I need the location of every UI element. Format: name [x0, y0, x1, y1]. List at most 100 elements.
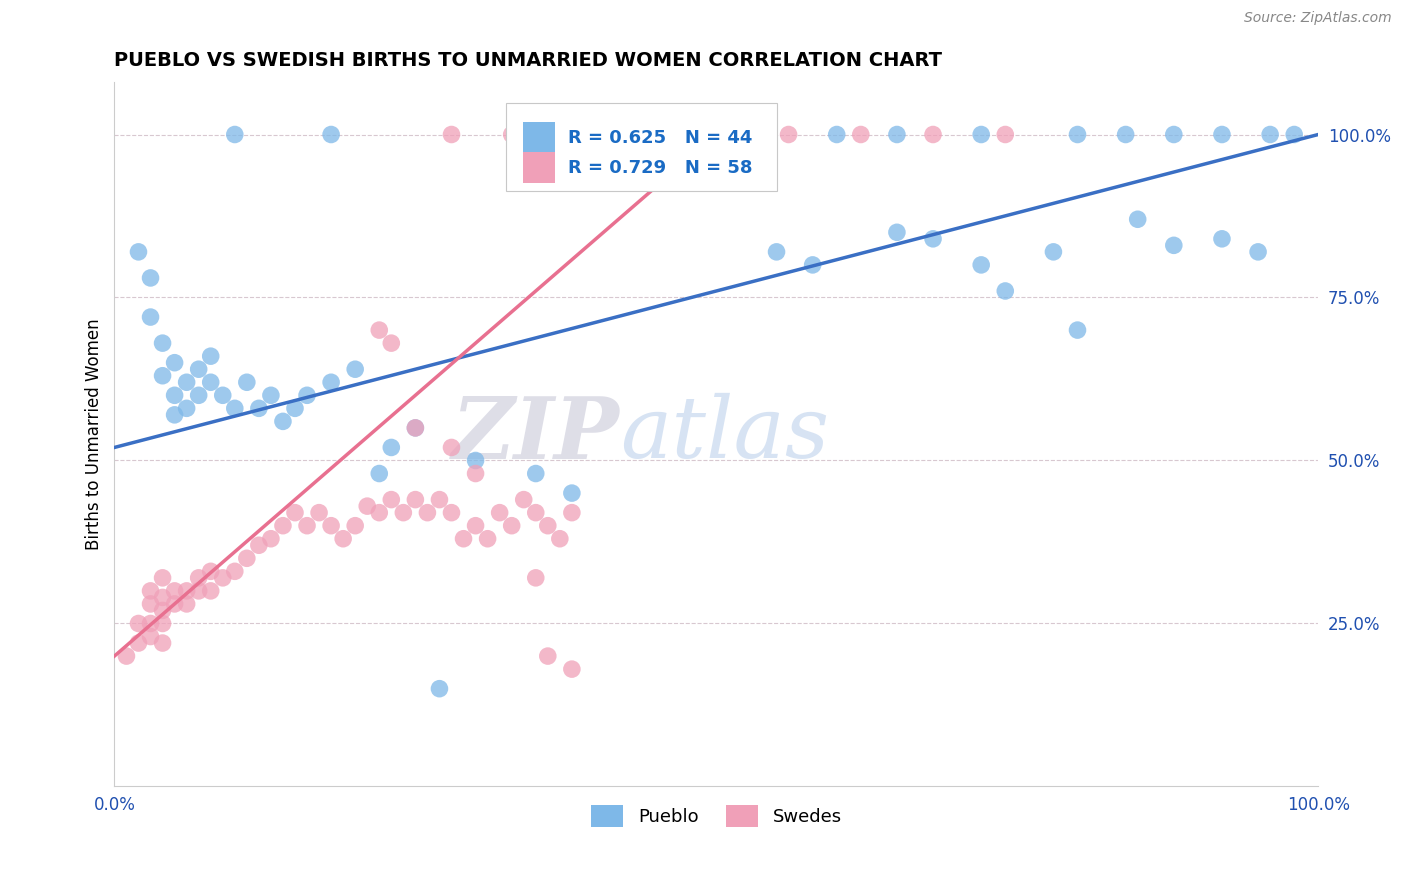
Point [778, 128, 800, 142]
FancyBboxPatch shape [523, 122, 555, 153]
Point [152, 616, 174, 631]
Point [152, 368, 174, 383]
Point [319, 128, 342, 142]
Point [501, 518, 523, 533]
Point [152, 571, 174, 585]
Text: ZIP: ZIP [453, 392, 620, 476]
Point [561, 506, 583, 520]
Point [380, 492, 402, 507]
Point [994, 128, 1017, 142]
Point [1247, 244, 1270, 259]
Point [260, 532, 283, 546]
Point [247, 401, 270, 416]
Point [139, 597, 162, 611]
Point [704, 128, 727, 142]
Point [163, 356, 186, 370]
Point [344, 518, 367, 533]
Point [284, 506, 307, 520]
Legend: Pueblo, Swedes: Pueblo, Swedes [583, 797, 849, 834]
Point [200, 565, 222, 579]
Point [176, 597, 198, 611]
Point [825, 128, 848, 142]
Point [187, 571, 209, 585]
Point [163, 388, 186, 402]
Point [524, 467, 547, 481]
Point [152, 603, 174, 617]
Point [970, 258, 993, 272]
Point [1211, 232, 1233, 246]
Point [308, 506, 330, 520]
Point [1258, 128, 1281, 142]
Point [176, 583, 198, 598]
Point [464, 467, 486, 481]
Point [115, 649, 138, 664]
Point [368, 506, 391, 520]
Point [1115, 128, 1137, 142]
Point [524, 506, 547, 520]
Point [453, 532, 475, 546]
Point [139, 310, 162, 324]
Point [488, 506, 510, 520]
Point [271, 414, 294, 428]
Point [886, 225, 908, 239]
Point [1066, 128, 1088, 142]
Point [633, 128, 655, 142]
Point [404, 421, 426, 435]
Point [368, 323, 391, 337]
Point [1066, 323, 1088, 337]
Point [152, 591, 174, 605]
Point [176, 401, 198, 416]
Point [187, 388, 209, 402]
Point [271, 518, 294, 533]
Point [127, 244, 149, 259]
FancyBboxPatch shape [523, 153, 555, 183]
Point [200, 583, 222, 598]
Point [139, 630, 162, 644]
Point [344, 362, 367, 376]
Point [152, 336, 174, 351]
Point [295, 518, 318, 533]
Point [537, 649, 560, 664]
Point [561, 662, 583, 676]
Point [380, 336, 402, 351]
Point [187, 362, 209, 376]
Point [429, 681, 451, 696]
Point [368, 467, 391, 481]
Point [1163, 238, 1185, 252]
Point [211, 388, 233, 402]
Point [247, 538, 270, 552]
Text: Source: ZipAtlas.com: Source: ZipAtlas.com [1244, 12, 1392, 25]
Point [163, 583, 186, 598]
Point [380, 441, 402, 455]
Point [200, 349, 222, 363]
Point [1126, 212, 1149, 227]
Text: R = 0.729   N = 58: R = 0.729 N = 58 [568, 159, 752, 177]
Point [139, 616, 162, 631]
Point [464, 453, 486, 467]
Point [260, 388, 283, 402]
Point [139, 583, 162, 598]
Point [440, 128, 463, 142]
Point [1042, 244, 1064, 259]
Point [152, 636, 174, 650]
Point [404, 421, 426, 435]
Point [224, 128, 246, 142]
Point [416, 506, 439, 520]
Point [429, 492, 451, 507]
Point [163, 597, 186, 611]
Point [440, 441, 463, 455]
Point [741, 128, 763, 142]
Point [127, 636, 149, 650]
Point [139, 271, 162, 285]
Point [236, 376, 259, 390]
Point [512, 492, 534, 507]
Point [524, 571, 547, 585]
Point [319, 518, 342, 533]
Text: atlas: atlas [620, 393, 830, 475]
Point [1282, 128, 1305, 142]
Point [127, 616, 149, 631]
Point [163, 408, 186, 422]
Point [224, 401, 246, 416]
Point [501, 128, 523, 142]
Point [1211, 128, 1233, 142]
